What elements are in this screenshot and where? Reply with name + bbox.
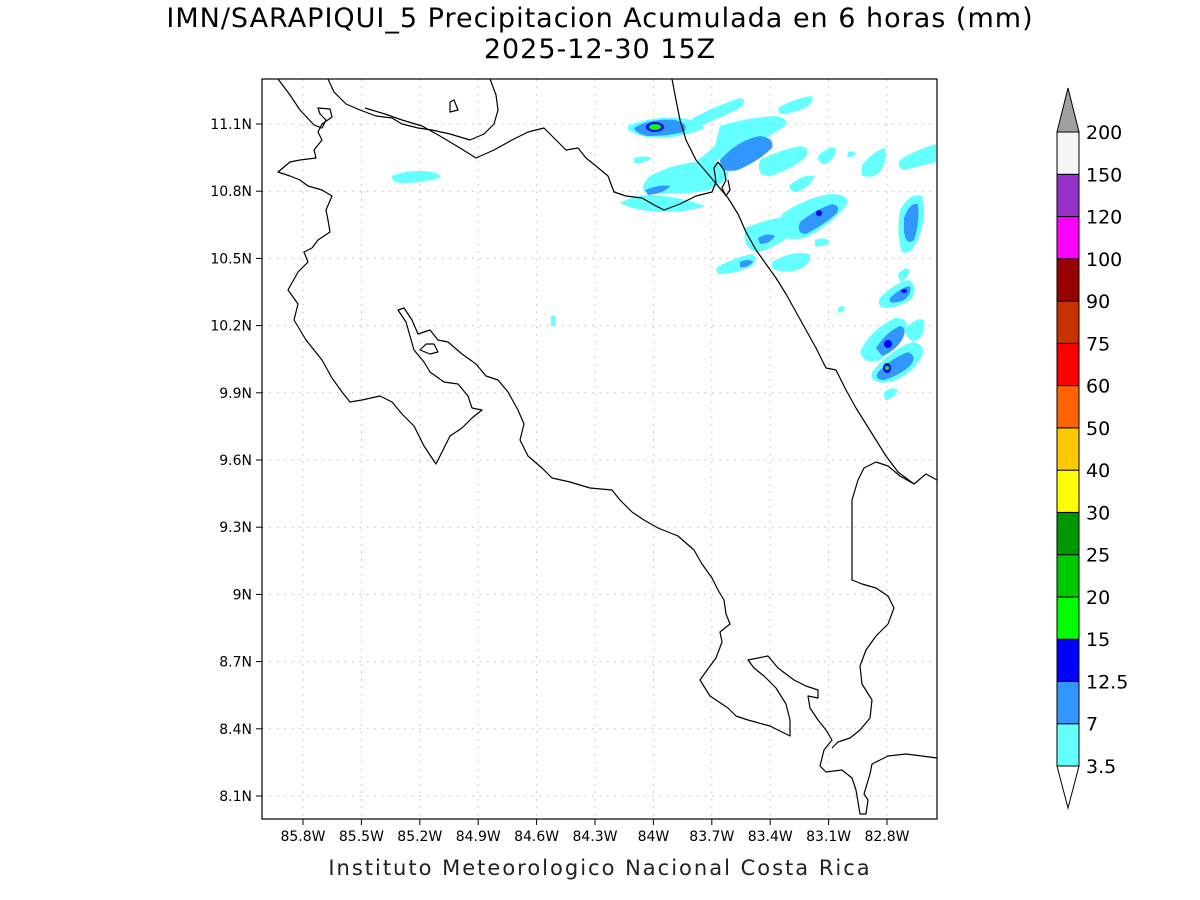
- lon-tick-label: 83.7W: [689, 829, 734, 845]
- colorbar-swatch: [1056, 131, 1080, 175]
- lon-tick-label: 84W: [638, 829, 670, 845]
- colorbar-legend: 3.5 7 12.5 15 20 25 30 40 50 60 75 90 100 120 150 200: [1056, 87, 1128, 810]
- panama-border: [831, 461, 895, 749]
- colorbar-swatch: [1056, 638, 1080, 682]
- island-outline: [419, 343, 439, 355]
- lat-tick-label: 9.9N: [219, 386, 252, 402]
- colorbar-swatch: [1056, 554, 1080, 598]
- colorbar-swatch: [1056, 342, 1080, 387]
- colorbar-swatch: [1056, 511, 1080, 556]
- colorbar-label: 75: [1086, 333, 1110, 355]
- lat-tick-label: 9.3N: [219, 520, 252, 536]
- lon-tick-label: 85.5W: [339, 829, 384, 845]
- colorbar-label: 40: [1086, 460, 1110, 482]
- longitude-axis: 85.8W 85.5W 85.2W 84.9W 84.6W 84.3W 84W 83.7W 83…: [280, 819, 910, 845]
- lon-tick-label: 83.1W: [806, 829, 851, 845]
- credit-footer: Instituto Meteorologico Nacional Costa R…: [328, 856, 872, 880]
- colorbar-swatch: [1056, 680, 1080, 725]
- colorbar-label: 25: [1086, 545, 1110, 567]
- colorbar-swatch: [1056, 173, 1080, 218]
- colorbar-swatch: [1056, 596, 1080, 640]
- lat-tick-label: 10.5N: [210, 251, 252, 267]
- map-title: IMN/SARAPIQUI_5 Precipitacion Acumulada …: [166, 3, 1034, 34]
- colorbar-swatch: [1056, 258, 1080, 302]
- colorbar-swatch: [1056, 427, 1080, 471]
- colorbar-label: 200: [1086, 122, 1122, 144]
- colorbar-label: 150: [1086, 164, 1122, 186]
- colorbar-upper-arrow: [1056, 87, 1080, 133]
- colorbar-label: 30: [1086, 502, 1110, 524]
- colorbar-label: 7: [1086, 714, 1098, 736]
- lake-island-outline: [449, 99, 459, 113]
- colorbar-swatch: [1056, 300, 1080, 344]
- lat-tick-label: 8.4N: [219, 722, 252, 738]
- map-gridlines: [262, 79, 937, 819]
- lon-tick-label: 84.6W: [514, 829, 559, 845]
- colorbar-label: 20: [1086, 587, 1110, 609]
- panama-coastline: [875, 461, 915, 485]
- lat-tick-label: 11.1N: [210, 117, 252, 133]
- colorbar-label: 3.5: [1086, 756, 1116, 778]
- lon-tick-label: 83.4W: [748, 829, 793, 845]
- lon-tick-label: 84.3W: [572, 829, 617, 845]
- lat-tick-label: 10.2N: [210, 319, 252, 335]
- colorbar-label: 100: [1086, 249, 1122, 271]
- lat-tick-label: 8.7N: [219, 655, 252, 671]
- lon-tick-label: 82.8W: [864, 829, 909, 845]
- caribbean-coastline: [671, 78, 938, 485]
- precip-15-20mm: [649, 124, 889, 370]
- lon-tick-label: 85.8W: [280, 829, 325, 845]
- colorbar-label: 50: [1086, 418, 1110, 440]
- precipitation-shading: [392, 96, 936, 400]
- coastline-and-borders: [277, 78, 938, 815]
- colorbar-swatch: [1056, 469, 1080, 513]
- lon-tick-label: 84.9W: [456, 829, 501, 845]
- lat-tick-label: 9N: [233, 587, 252, 603]
- colorbar-label: 90: [1086, 291, 1110, 313]
- colorbar-label: 60: [1086, 376, 1110, 398]
- lat-tick-label: 9.6N: [219, 453, 252, 469]
- lat-tick-label: 10.8N: [210, 184, 252, 200]
- pacific-coastline: [277, 78, 938, 815]
- map-panel: 11.1N 10.8N 10.5N 10.2N 9.9N 9.6N 9.3N 9N 8.7N 8.…: [210, 78, 938, 845]
- lon-tick-label: 85.2W: [397, 829, 442, 845]
- latitude-axis: 11.1N 10.8N 10.5N 10.2N 9.9N 9.6N 9.3N 9N 8.7N 8.…: [210, 117, 262, 805]
- map-subtitle-datetime: 2025-12-30 15Z: [483, 34, 717, 65]
- colorbar-swatch: [1056, 723, 1080, 767]
- lake-nicaragua-shore: [327, 78, 499, 141]
- map-frame: [261, 78, 938, 820]
- colorbar-label: 120: [1086, 207, 1122, 229]
- lat-tick-label: 8.1N: [219, 789, 252, 805]
- colorbar-lower-arrow: [1056, 765, 1080, 810]
- colorbar-label: 12.5: [1086, 671, 1128, 693]
- colorbar-swatch: [1056, 216, 1080, 260]
- colorbar-swatch: [1056, 385, 1080, 429]
- nicaragua-border: [364, 107, 731, 211]
- colorbar-label: 15: [1086, 629, 1110, 651]
